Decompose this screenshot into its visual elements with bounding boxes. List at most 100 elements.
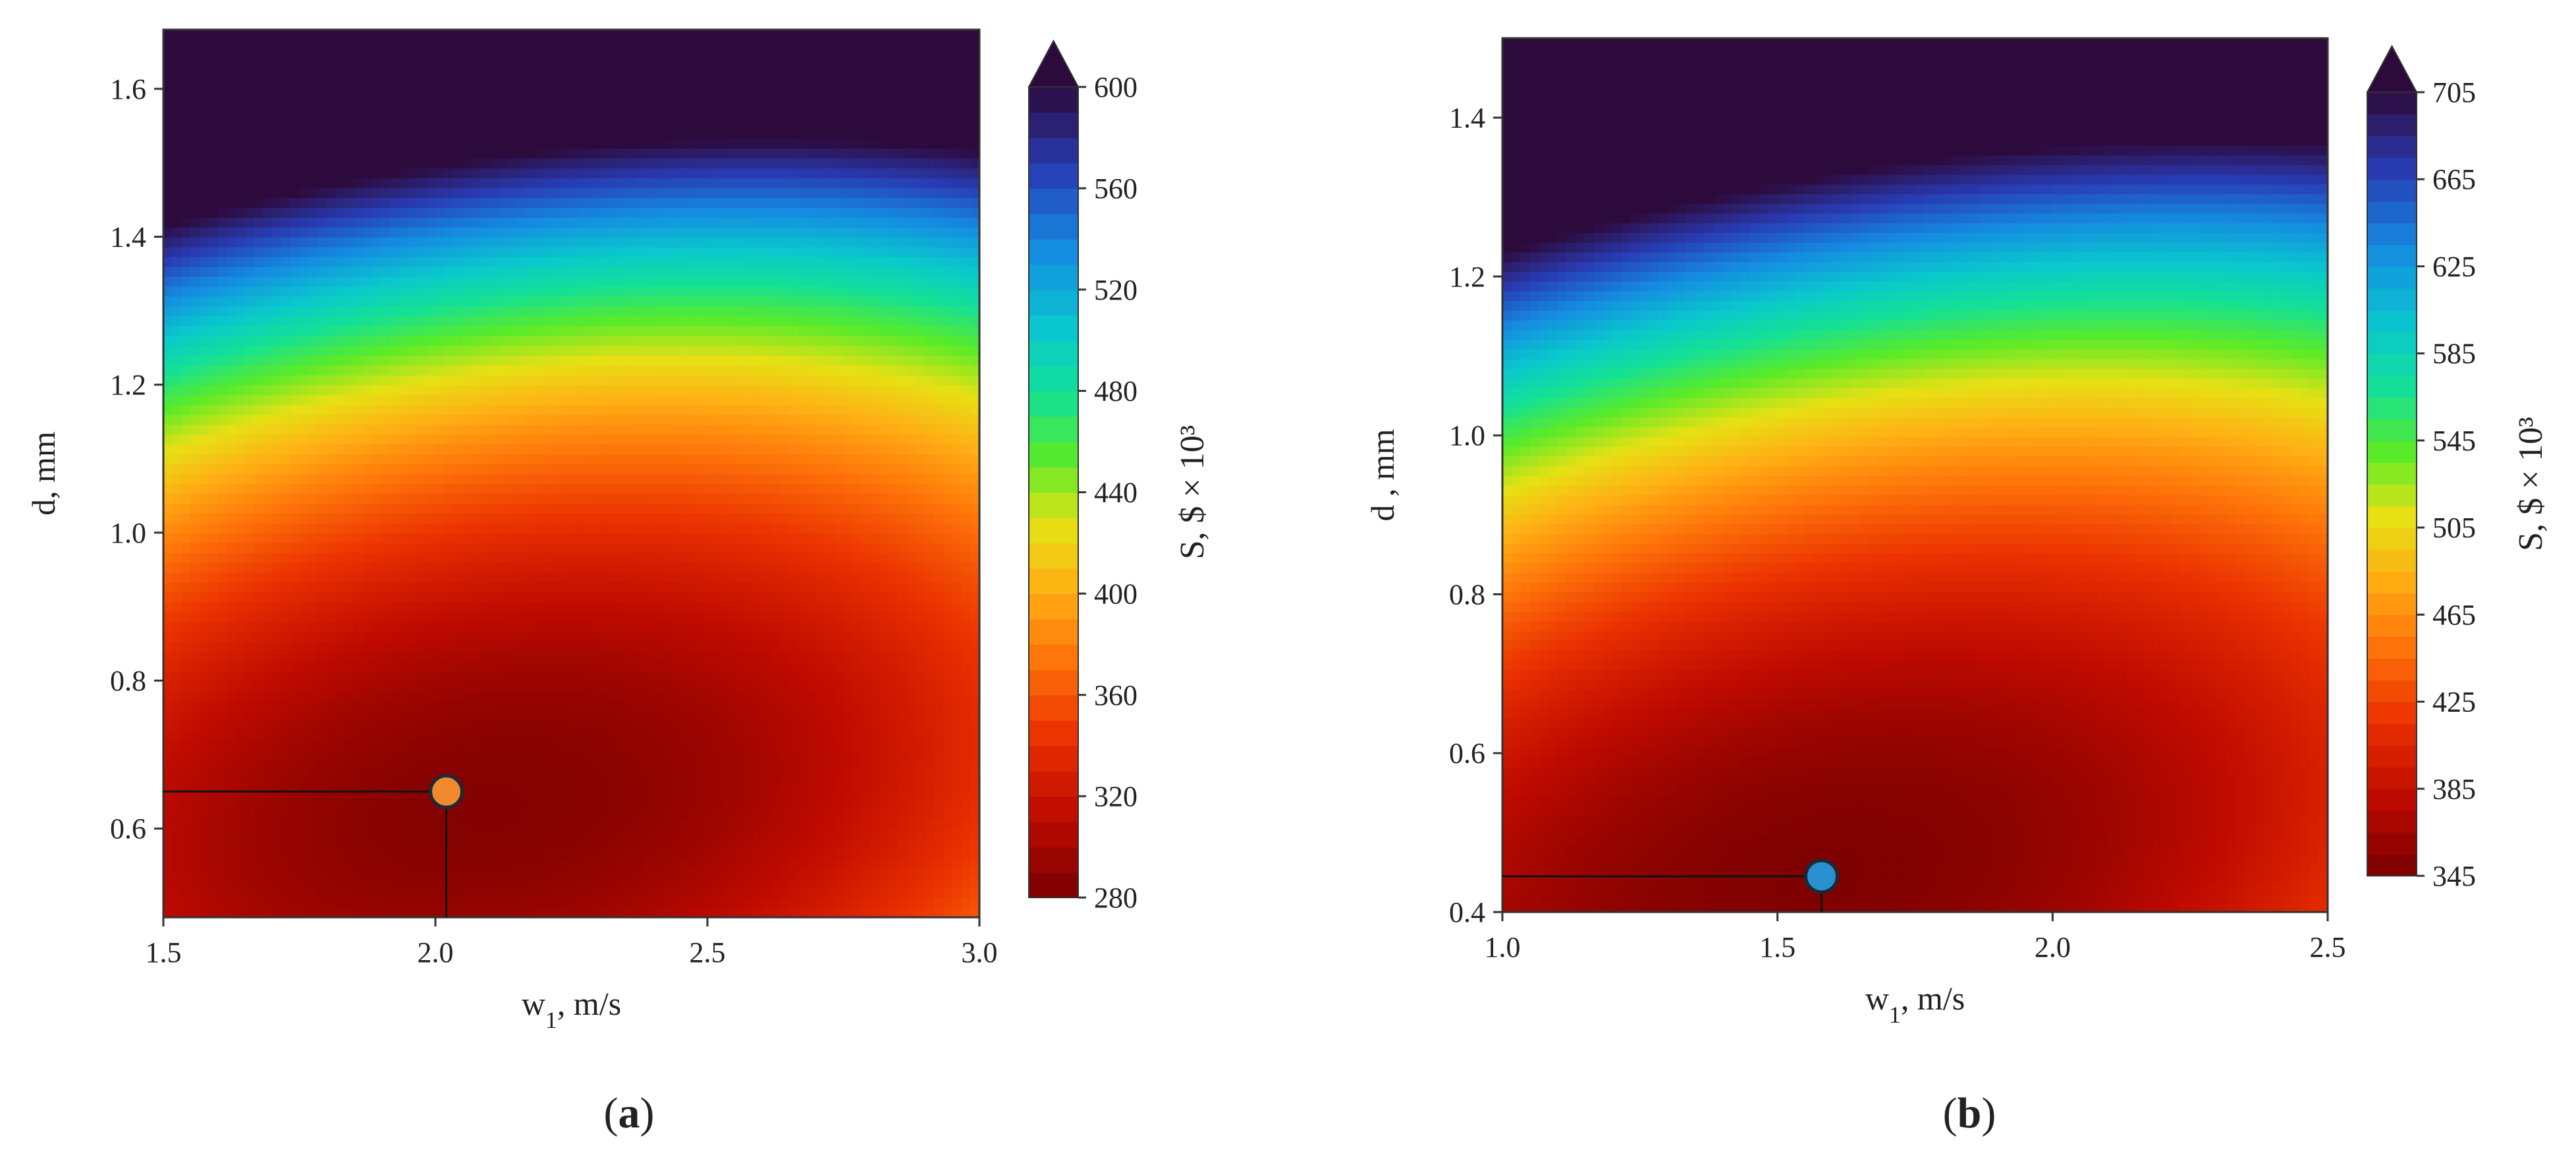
heatmap-cell (626, 256, 636, 267)
heatmap-cell (634, 128, 645, 139)
heatmap-cell (435, 394, 445, 406)
heatmap-cell (308, 651, 319, 662)
heatmap-cell (489, 710, 500, 721)
heatmap-cell (190, 227, 201, 238)
heatmap-cell (172, 858, 182, 869)
heatmap-cell (553, 611, 563, 622)
heatmap-cell (544, 118, 554, 129)
heatmap-cell (626, 385, 636, 396)
heatmap-cell (317, 365, 327, 376)
heatmap-cell (281, 424, 291, 435)
heatmap-cell (290, 167, 300, 178)
heatmap-cell (453, 888, 464, 899)
heatmap-cell (371, 710, 382, 721)
heatmap-cell (508, 611, 518, 622)
heatmap-cell (335, 828, 346, 840)
heatmap-cell (163, 483, 173, 494)
heatmap-cell (553, 49, 563, 60)
heatmap-cell (580, 197, 591, 208)
heatmap-cell (444, 532, 454, 543)
heatmap-cell (526, 118, 536, 129)
heatmap-cell (571, 68, 582, 80)
heatmap-cell (208, 276, 219, 287)
heatmap-cell (362, 434, 373, 445)
heatmap-cell (263, 809, 273, 820)
heatmap-cell (553, 335, 563, 346)
heatmap-cell (217, 454, 228, 465)
heatmap-cell (390, 878, 400, 889)
heatmap-cell (653, 838, 663, 849)
heatmap-cell (644, 710, 654, 721)
heatmap-cell (317, 355, 327, 366)
heatmap-cell (480, 898, 491, 909)
heatmap-cell (426, 907, 436, 918)
heatmap-cell (281, 335, 291, 346)
heatmap-cell (553, 266, 563, 277)
heatmap-cell (462, 394, 473, 406)
heatmap-cell (281, 552, 291, 563)
heatmap-cell (426, 404, 436, 416)
heatmap-cell (163, 848, 173, 859)
heatmap-cell (499, 454, 509, 465)
heatmap-cell (281, 108, 291, 119)
heatmap-cell (317, 444, 327, 455)
heatmap-cell (254, 454, 264, 465)
heatmap-cell (598, 562, 609, 573)
heatmap-cell (499, 266, 509, 277)
heatmap-cell (236, 907, 246, 918)
heatmap-cell (526, 532, 536, 543)
heatmap-cell (462, 868, 473, 879)
heatmap-cell (607, 888, 618, 899)
heatmap-cell (516, 207, 527, 218)
heatmap-cell (398, 552, 409, 563)
heatmap-cell (371, 502, 382, 514)
heatmap-cell (535, 464, 545, 474)
heatmap-cell (308, 78, 319, 90)
heatmap-cell (626, 167, 636, 178)
heatmap-cell (535, 424, 545, 435)
heatmap-cell (580, 858, 591, 869)
heatmap-cell (580, 434, 591, 445)
heatmap-cell (181, 325, 192, 336)
heatmap-cell (244, 601, 255, 612)
heatmap-cell (217, 483, 228, 494)
heatmap-cell (544, 660, 554, 672)
heatmap-cell (580, 749, 591, 761)
heatmap-cell (236, 167, 246, 178)
heatmap-cell (390, 700, 400, 711)
heatmap-cell (371, 444, 382, 455)
heatmap-cell (371, 838, 382, 849)
heatmap-cell (281, 236, 291, 248)
heatmap-cell (598, 49, 609, 60)
heatmap-cell (390, 128, 400, 139)
heatmap-cell (326, 799, 337, 810)
heatmap-cell (398, 572, 409, 583)
heatmap-cell (626, 591, 636, 603)
heatmap-cell (562, 424, 572, 435)
heatmap-cell (326, 246, 337, 257)
heatmap-cell (489, 236, 500, 248)
heatmap-cell (190, 720, 201, 731)
heatmap-cell (290, 375, 300, 386)
heatmap-cell (181, 167, 192, 178)
heatmap-cell (317, 236, 327, 248)
heatmap-cell (381, 108, 391, 119)
heatmap-cell (571, 177, 582, 188)
heatmap-cell (489, 197, 500, 208)
heatmap-cell (617, 306, 627, 317)
heatmap-cell (398, 325, 409, 336)
heatmap-cell (453, 177, 464, 188)
heatmap-cell (634, 464, 645, 474)
heatmap-cell (435, 888, 445, 899)
heatmap-cell (208, 700, 219, 711)
heatmap-cell (390, 444, 400, 455)
heatmap-cell (281, 532, 291, 543)
heatmap-cell (354, 335, 364, 346)
heatmap-cell (326, 385, 337, 396)
heatmap-cell (453, 898, 464, 909)
heatmap-cell (617, 828, 627, 840)
heatmap-cell (254, 591, 264, 603)
heatmap-cell (607, 315, 618, 327)
heatmap-cell (308, 493, 319, 504)
heatmap-cell (480, 799, 491, 810)
